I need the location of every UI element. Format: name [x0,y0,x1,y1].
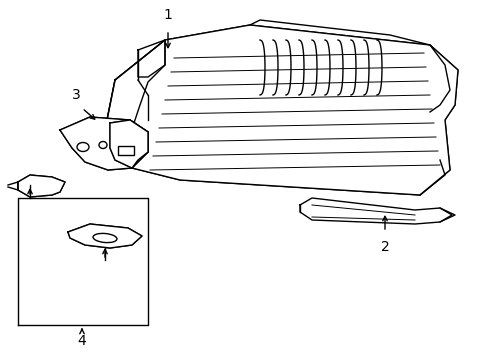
Ellipse shape [99,141,107,149]
Polygon shape [105,25,457,195]
Text: 4: 4 [78,334,86,348]
Text: 1: 1 [163,8,172,22]
Ellipse shape [77,143,89,152]
Text: 2: 2 [380,240,388,254]
Text: 3: 3 [71,88,80,102]
Ellipse shape [93,233,117,243]
Polygon shape [18,175,65,197]
Polygon shape [68,224,142,248]
Bar [118,146,134,155]
Polygon shape [110,120,148,168]
Polygon shape [60,117,148,170]
